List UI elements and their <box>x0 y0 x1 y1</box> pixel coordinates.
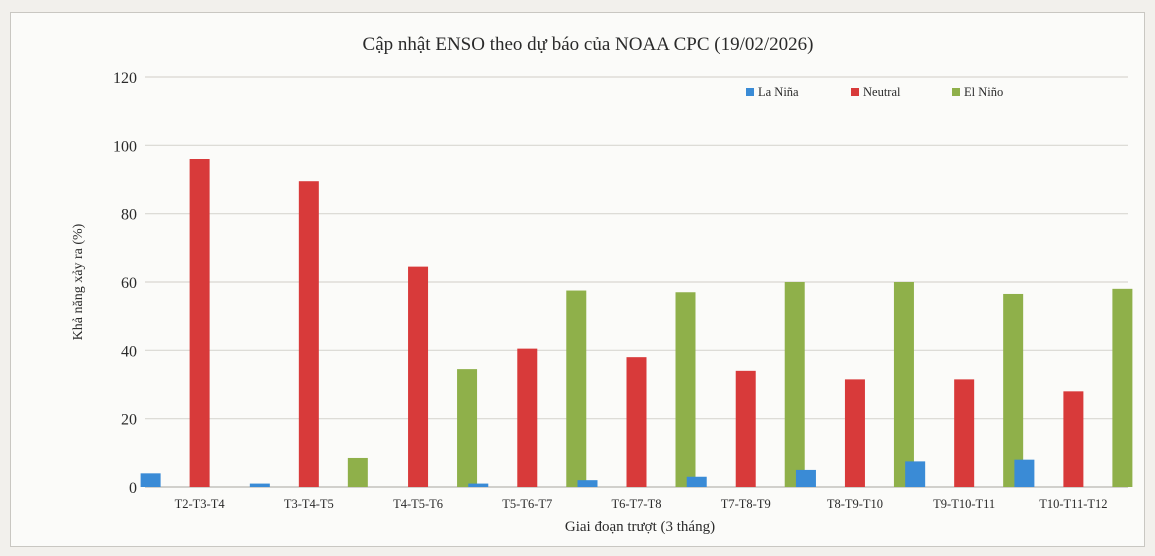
legend-label: El Niño <box>964 85 1003 99</box>
legend-label: Neutral <box>863 85 901 99</box>
bar-la-ni-a-t10-t11-t12 <box>1014 459 1035 487</box>
legend: La Niña Neutral El Niño <box>746 85 1003 99</box>
bar-neutral-t5-t6-t7 <box>517 348 538 487</box>
bar-la-ni-a-t5-t6-t7 <box>468 483 489 487</box>
y-tick-label: 100 <box>113 138 137 155</box>
y-axis-label: Khả năng xảy ra (%) <box>71 223 86 340</box>
y-tick-label: 120 <box>113 70 137 87</box>
chart-title: Cập nhật ENSO theo dự báo của NOAA CPC (… <box>363 34 814 55</box>
legend-swatch <box>851 88 859 96</box>
x-tick-label: T7-T8-T9 <box>721 497 771 511</box>
bar-neutral-t8-t9-t10 <box>844 379 865 487</box>
x-tick-label: T9-T10-T11 <box>933 497 995 511</box>
bar-el-ni-o-t8-t9-t10 <box>893 282 914 487</box>
bar-neutral-t7-t8-t9 <box>735 370 756 487</box>
y-tick-label: 80 <box>121 207 137 224</box>
legend-swatch <box>952 88 960 96</box>
x-tick-label: T2-T3-T4 <box>175 497 226 511</box>
x-ticks: T2-T3-T4 T3-T4-T5 T4-T5-T6 T5-T6-T7 T6-T7-T8… <box>175 497 1108 511</box>
bar-la-ni-a-t8-t9-t10 <box>795 469 816 487</box>
bar-la-ni-a-t2-t3-t4 <box>140 473 161 487</box>
bar-el-ni-o-t3-t4-t5 <box>347 457 368 487</box>
bar-neutral-t10-t11-t12 <box>1063 391 1084 487</box>
x-tick-label: T8-T9-T10 <box>827 497 883 511</box>
bar-el-ni-o-t5-t6-t7 <box>566 290 587 487</box>
x-tick-label: T6-T7-T8 <box>612 497 662 511</box>
bar-el-ni-o-t7-t8-t9 <box>784 282 805 487</box>
legend-swatch <box>746 88 754 96</box>
bar-la-ni-a-t6-t7-t8 <box>577 480 598 487</box>
x-tick-label: T4-T5-T6 <box>393 497 443 511</box>
bar-neutral-t2-t3-t4 <box>189 159 210 487</box>
bar-el-ni-o-t10-t11-t12 <box>1112 288 1133 487</box>
legend-label: La Niña <box>758 85 799 99</box>
bar-la-ni-a-t3-t4-t5 <box>249 483 270 487</box>
y-tick-label: 60 <box>121 275 137 292</box>
bar-el-ni-o-t6-t7-t8 <box>675 292 696 487</box>
y-tick-label: 40 <box>121 343 137 360</box>
bar-neutral-t9-t10-t11 <box>954 379 975 487</box>
bar-la-ni-a-t9-t10-t11 <box>905 461 926 487</box>
y-tick-label: 20 <box>121 412 137 429</box>
x-axis-label: Giai đoạn trượt (3 tháng) <box>565 519 715 535</box>
bar-neutral-t4-t5-t6 <box>408 266 429 487</box>
bar-neutral-t6-t7-t8 <box>626 357 647 487</box>
bar-el-ni-o-t9-t10-t11 <box>1003 293 1024 487</box>
bar-el-ni-o-t4-t5-t6 <box>457 369 478 487</box>
bars <box>140 159 1133 488</box>
x-tick-label: T5-T6-T7 <box>502 497 552 511</box>
bar-neutral-t3-t4-t5 <box>298 181 319 488</box>
y-tick-label: 0 <box>129 480 137 497</box>
x-tick-label: T3-T4-T5 <box>284 497 334 511</box>
bar-la-ni-a-t7-t8-t9 <box>686 476 707 487</box>
x-tick-label: T10-T11-T12 <box>1039 497 1107 511</box>
y-ticks: 0 20 40 60 80 100 120 <box>113 70 137 497</box>
